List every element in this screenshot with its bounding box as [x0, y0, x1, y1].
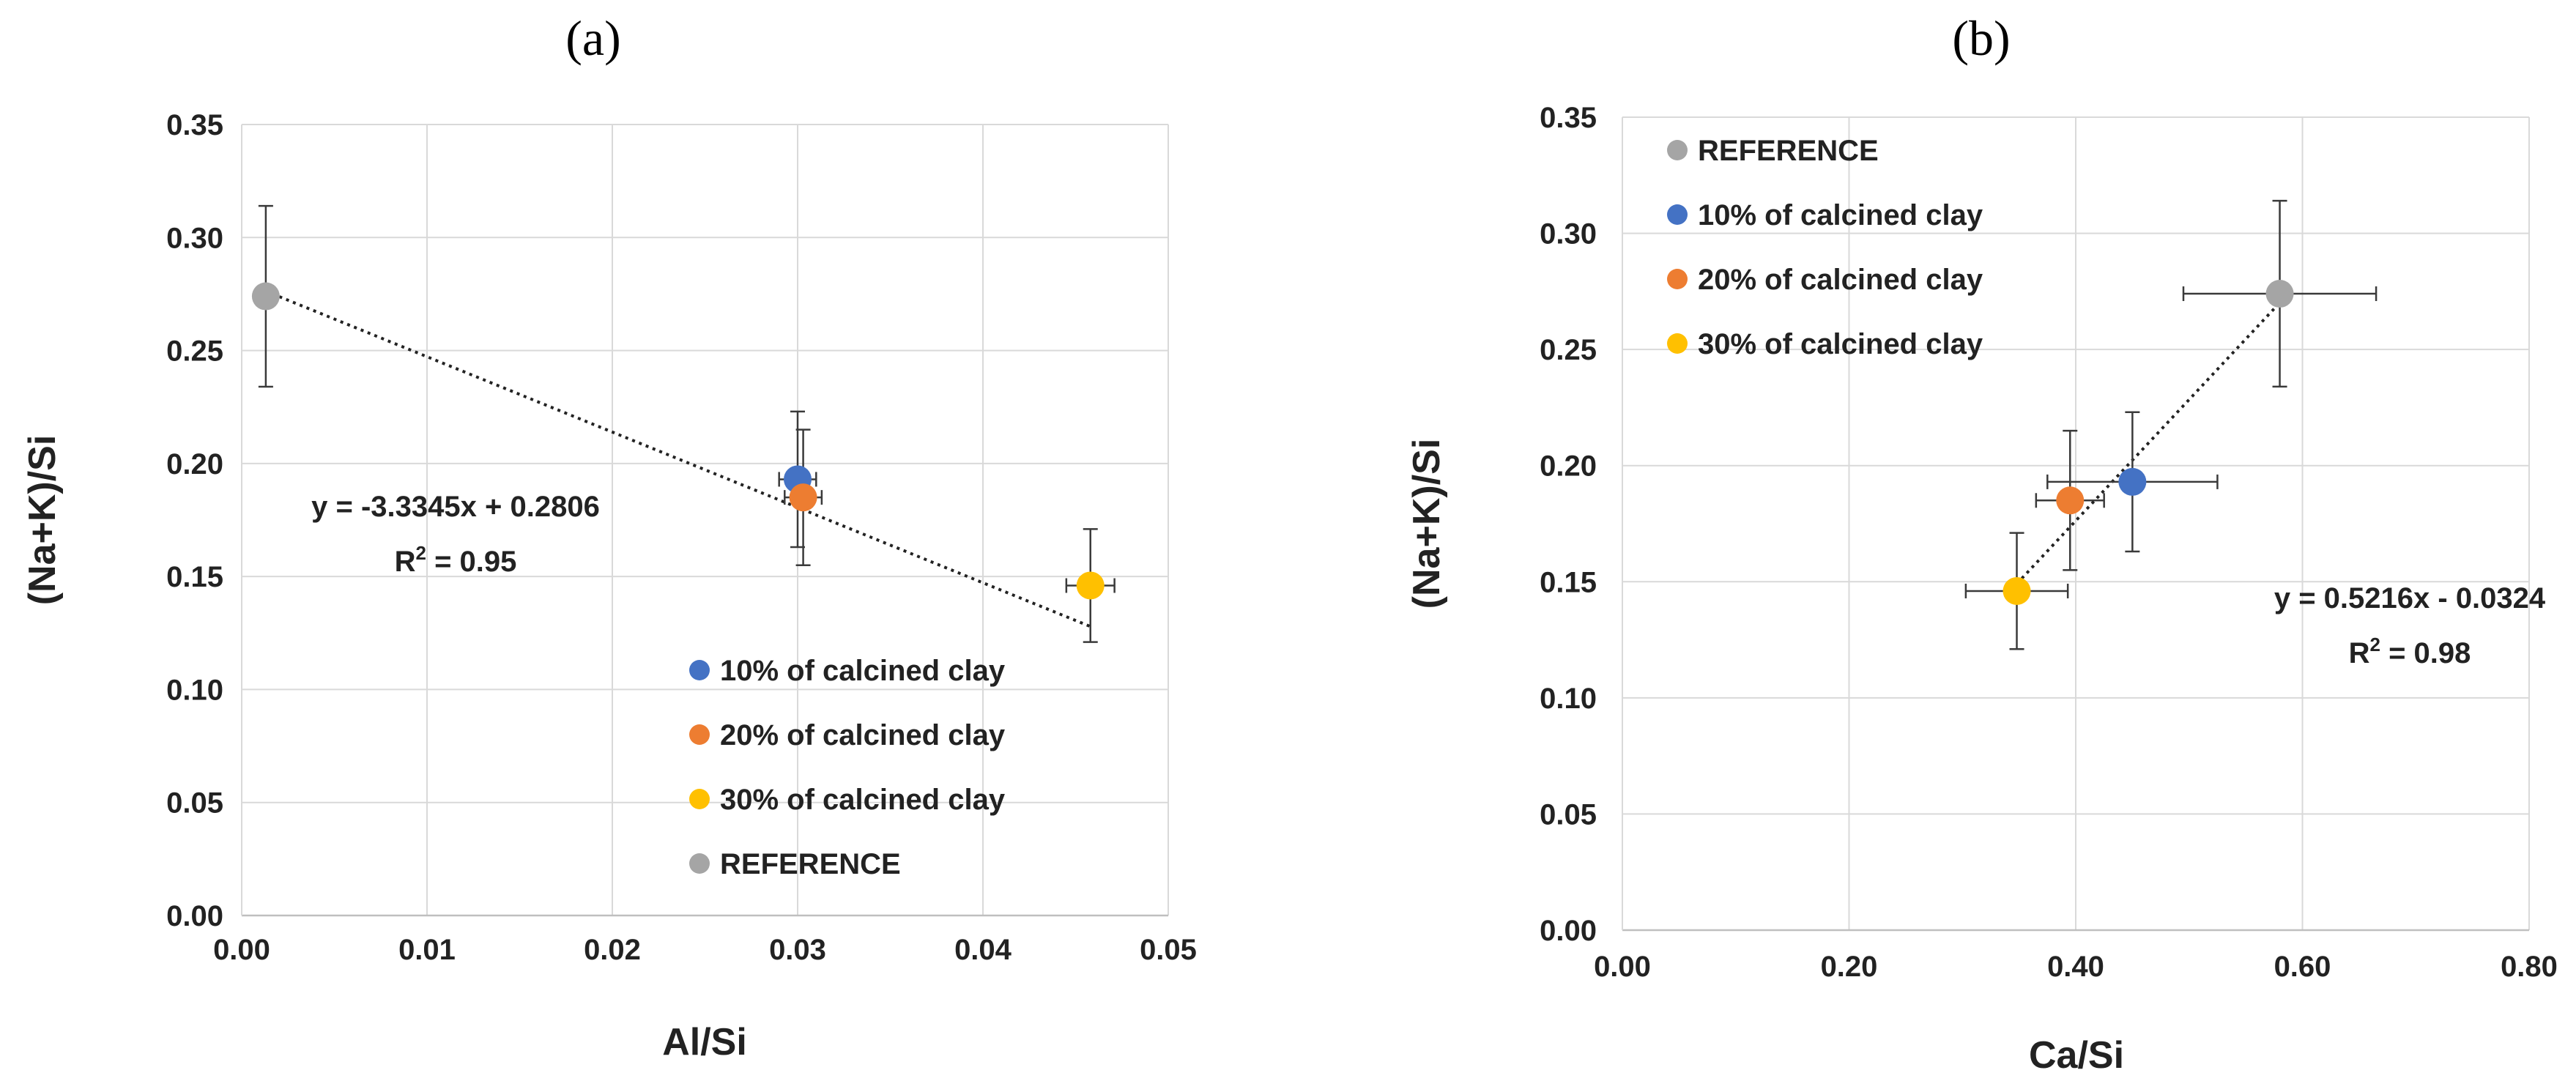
- trendline-equation: y = -3.3345x + 0.2806: [311, 491, 600, 523]
- y-tick-label: 0.05: [1540, 798, 1597, 831]
- legend-marker-20-of-calcined-clay: [1667, 269, 1688, 289]
- legend-label: 20% of calcined clay: [720, 719, 1006, 751]
- x-axis-title: Ca/Si: [2029, 1034, 2124, 1077]
- r2-exponent: 2: [415, 542, 426, 564]
- y-tick-label: 0.30: [166, 222, 223, 254]
- legend-label: 10% of calcined clay: [1698, 199, 1983, 231]
- y-tick-label: 0.15: [166, 561, 223, 593]
- legend-label: 20% of calcined clay: [1698, 264, 1983, 296]
- y-tick-label: 0.25: [166, 335, 223, 368]
- legend-marker-10-of-calcined-clay: [1667, 204, 1688, 225]
- r2-prefix: R: [2349, 637, 2370, 669]
- x-tick-label: 0.80: [2501, 951, 2558, 983]
- y-axis-title: (Na+K)/Si: [21, 435, 64, 606]
- y-tick-label: 0.25: [1540, 334, 1597, 366]
- trendline: [2016, 301, 2282, 585]
- legend-marker-30-of-calcined-clay: [1667, 333, 1688, 354]
- legend-label: 30% of calcined clay: [720, 784, 1006, 816]
- y-tick-label: 0.35: [166, 109, 223, 141]
- x-tick-label: 0.00: [213, 934, 270, 966]
- x-tick-label: 0.60: [2274, 951, 2331, 983]
- chart-panel-a: (a) 0.00 0.05 0.10 0.15 0.20 0.25 0.30 0.35 0.00 0…: [21, 10, 1197, 1063]
- x-tick-label: 0.00: [1594, 951, 1651, 983]
- r2-value: = 0.98: [2380, 637, 2471, 669]
- y-tick-label: 0.05: [166, 787, 223, 820]
- data-point-20-of-calcined-clay: [2056, 486, 2085, 515]
- panel-label: (a): [565, 10, 620, 66]
- y-tick-label: 0.20: [166, 448, 223, 480]
- x-tick-label: 0.03: [769, 934, 826, 966]
- data-point-20-of-calcined-clay: [789, 483, 817, 512]
- x-tick-label: 0.02: [584, 934, 641, 966]
- y-tick-label: 0.10: [166, 674, 223, 706]
- trendline: [265, 289, 1091, 628]
- x-tick-label: 0.05: [1140, 934, 1197, 966]
- y-tick-label: 0.15: [1540, 566, 1597, 598]
- x-tick-label: 0.40: [2047, 951, 2104, 983]
- r-squared-label: R2 = 0.98: [2349, 634, 2471, 669]
- r2-prefix: R: [395, 546, 416, 578]
- data-point-30-of-calcined-clay: [2002, 576, 2031, 605]
- r-squared-label: R2 = 0.95: [395, 542, 517, 578]
- r2-exponent: 2: [2369, 634, 2380, 655]
- legend-label: REFERENCE: [720, 848, 901, 880]
- x-tick-label: 0.20: [1821, 951, 1878, 983]
- x-tick-label: 0.04: [954, 934, 1012, 966]
- y-tick-label: 0.30: [1540, 218, 1597, 250]
- legend-marker-10-of-calcined-clay: [689, 660, 710, 680]
- y-tick-label: 0.10: [1540, 683, 1597, 715]
- legend-label: REFERENCE: [1698, 135, 1879, 167]
- chart-panel-b: (b) 0.00 0.05 0.10 0.15 0.20 0.25 0.30 0.35 0.00 0…: [1406, 10, 2558, 1077]
- y-tick-label: 0.35: [1540, 102, 1597, 134]
- y-tick-label: 0.00: [166, 900, 223, 932]
- legend-label: 30% of calcined clay: [1698, 328, 1983, 360]
- legend-label: 10% of calcined clay: [720, 655, 1006, 687]
- x-axis-title: Al/Si: [662, 1021, 747, 1063]
- legend-marker-20-of-calcined-clay: [689, 724, 710, 745]
- legend-marker-reference: [689, 853, 710, 874]
- legend-marker-30-of-calcined-clay: [689, 789, 710, 809]
- y-axis-title: (Na+K)/Si: [1406, 439, 1448, 609]
- trendline-equation: y = 0.5216x - 0.0324: [2274, 582, 2546, 614]
- panel-label: (b): [1952, 10, 2010, 66]
- r2-value: = 0.95: [426, 546, 516, 578]
- data-point-reference: [251, 282, 280, 311]
- x-tick-label: 0.01: [398, 934, 456, 966]
- data-point-10-of-calcined-clay: [2118, 467, 2147, 496]
- legend-marker-reference: [1667, 140, 1688, 160]
- y-tick-label: 0.20: [1540, 450, 1597, 483]
- data-point-30-of-calcined-clay: [1076, 571, 1105, 600]
- y-tick-label: 0.00: [1540, 915, 1597, 947]
- data-point-reference: [2265, 280, 2294, 308]
